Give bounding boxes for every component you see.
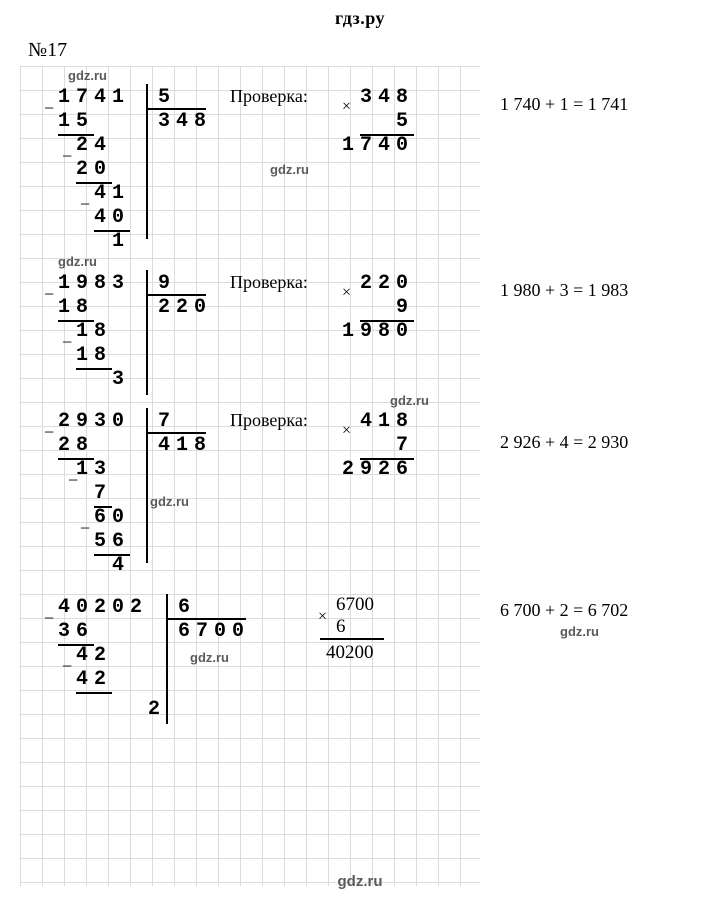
site-header: гдз.ру bbox=[0, 0, 720, 33]
p3-dividend: 2930 bbox=[58, 410, 130, 434]
p1-s4: 40 bbox=[94, 206, 130, 232]
p2-quotient: 220 bbox=[158, 296, 212, 320]
minus-icon: − bbox=[44, 98, 54, 119]
minus-icon: − bbox=[68, 470, 78, 491]
p1-s1: 24 bbox=[76, 134, 112, 158]
p4-mult-b: 6 bbox=[336, 616, 346, 638]
p1-check-label: Проверка: bbox=[230, 86, 308, 107]
p3-mult-b: 7 bbox=[360, 434, 414, 460]
p2-mult-res: 1980 bbox=[342, 320, 414, 344]
p4-divisor: 6 bbox=[178, 596, 196, 620]
watermark: gdz.ru bbox=[190, 650, 229, 665]
minus-icon: − bbox=[62, 332, 72, 353]
p3-summary: 2 926 + 4 = 2 930 bbox=[500, 432, 628, 453]
p2-divisor: 9 bbox=[158, 272, 176, 296]
p2-s0: 18 bbox=[58, 296, 94, 322]
p1-mult-res: 1740 bbox=[342, 134, 414, 158]
minus-icon: − bbox=[80, 518, 90, 539]
p1-mult-a: 348 bbox=[360, 86, 414, 110]
p3-s5: 4 bbox=[112, 554, 130, 578]
p3-divisor: 7 bbox=[158, 410, 176, 434]
p3-s0: 28 bbox=[58, 434, 94, 460]
watermark: gdz.ru bbox=[68, 68, 107, 83]
minus-icon: − bbox=[62, 656, 72, 677]
times-icon: × bbox=[318, 608, 327, 626]
times-icon: × bbox=[342, 284, 351, 302]
p1-mult-b: 5 bbox=[360, 110, 414, 136]
p1-s3: 41 bbox=[94, 182, 130, 206]
p2-div-vline bbox=[146, 270, 148, 395]
p1-dividend: 1741 bbox=[58, 86, 130, 110]
p1-s5: 1 bbox=[112, 230, 130, 254]
p1-quotient: 348 bbox=[158, 110, 212, 134]
p3-s4: 56 bbox=[94, 530, 130, 556]
p3-quotient: 418 bbox=[158, 434, 212, 458]
p3-s1: 13 bbox=[76, 458, 112, 482]
p3-mult-a: 418 bbox=[360, 410, 414, 434]
p1-divisor: 5 bbox=[158, 86, 176, 110]
p1-s2: 20 bbox=[76, 158, 112, 184]
p3-mult-res: 2926 bbox=[342, 458, 414, 482]
minus-icon: − bbox=[44, 284, 54, 305]
minus-icon: − bbox=[62, 146, 72, 167]
p4-s0: 36 bbox=[58, 620, 94, 646]
p4-mult-line bbox=[320, 638, 384, 640]
p3-s2: 7 bbox=[94, 482, 112, 508]
watermark: gdz.ru bbox=[390, 393, 429, 408]
p4-s2: 42 bbox=[76, 668, 112, 694]
p2-summary: 1 980 + 3 = 1 983 bbox=[500, 280, 628, 301]
p4-s3: 2 bbox=[148, 698, 166, 722]
p1-summary: 1 740 + 1 = 1 741 bbox=[500, 94, 628, 115]
watermark: gdz.ru bbox=[58, 254, 97, 269]
footer-watermark: gdz.ru bbox=[0, 873, 720, 890]
p3-s3: 60 bbox=[94, 506, 130, 530]
p2-mult-a: 220 bbox=[360, 272, 414, 296]
times-icon: × bbox=[342, 422, 351, 440]
p4-s1: 42 bbox=[76, 644, 112, 668]
p2-check-label: Проверка: bbox=[230, 272, 308, 293]
p4-quotient: 6700 bbox=[178, 620, 250, 644]
minus-icon: − bbox=[44, 608, 54, 629]
work-area: gdz.ru 1741 5 348 − 15 24 − 20 41 − 40 1… bbox=[20, 66, 480, 886]
watermark: gdz.ru bbox=[150, 494, 189, 509]
p4-dividend: 40202 bbox=[58, 596, 148, 620]
p4-mult-a: 6700 bbox=[336, 594, 374, 616]
watermark: gdz.ru bbox=[560, 624, 599, 639]
p4-div-vline bbox=[166, 594, 168, 724]
p4-summary: 6 700 + 2 = 6 702 bbox=[500, 600, 628, 621]
watermark: gdz.ru bbox=[270, 162, 309, 177]
p3-check-label: Проверка: bbox=[230, 410, 308, 431]
times-icon: × bbox=[342, 98, 351, 116]
p2-mult-b: 9 bbox=[360, 296, 414, 322]
p2-s2: 18 bbox=[76, 344, 112, 370]
exercise-number: №17 bbox=[0, 39, 720, 62]
p2-s1: 18 bbox=[76, 320, 112, 344]
p2-dividend: 1983 bbox=[58, 272, 130, 296]
minus-icon: − bbox=[80, 194, 90, 215]
p2-s3: 3 bbox=[112, 368, 130, 392]
p1-s0: 15 bbox=[58, 110, 94, 136]
minus-icon: − bbox=[44, 422, 54, 443]
p4-mult-res: 40200 bbox=[326, 642, 374, 664]
